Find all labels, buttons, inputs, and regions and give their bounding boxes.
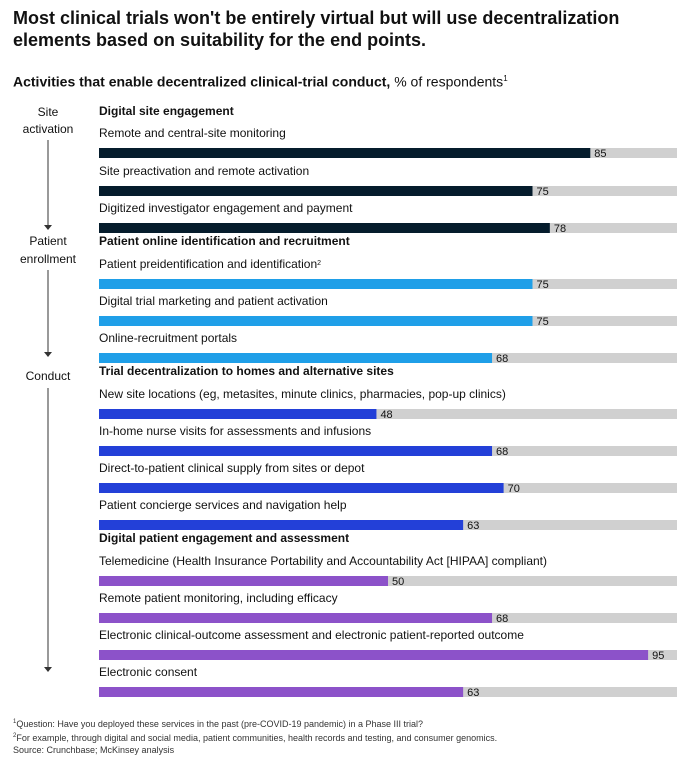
bar-value-label: 95 <box>652 650 664 662</box>
stage-label: Conduct <box>26 369 71 383</box>
bar-label: Digital trial marketing and patient acti… <box>99 294 328 308</box>
bar <box>99 520 464 530</box>
bar-value-label: 68 <box>496 613 508 625</box>
stage-label: activation <box>23 122 74 136</box>
bar-label: Direct-to-patient clinical supply from s… <box>99 461 365 475</box>
bar-value-label: 75 <box>537 316 549 328</box>
bar-label: Patient preidentification and identifica… <box>99 257 321 271</box>
bar <box>99 576 388 586</box>
bar <box>99 316 533 326</box>
bar-value-label: 68 <box>496 446 508 458</box>
bar-value-label: 70 <box>508 483 520 495</box>
bar-value-label: 48 <box>380 409 392 421</box>
bar-label: Remote and central-site monitoring <box>99 126 286 140</box>
bar <box>99 483 504 493</box>
footnote-2: 2For example, through digital and social… <box>13 733 498 743</box>
bar <box>99 353 493 363</box>
bar <box>99 687 464 697</box>
stage-arrow-head <box>44 352 52 357</box>
stage-label: enrollment <box>20 252 77 266</box>
subtitle-bold: Activities that enable decentralized cli… <box>13 73 391 90</box>
bar-value-label: 75 <box>537 186 549 198</box>
bar <box>99 148 591 158</box>
bar-label: New site locations (eg, metasites, minut… <box>99 387 506 401</box>
bar-value-label: 63 <box>467 687 479 699</box>
stage-label: Site <box>38 105 59 119</box>
group-heading: Digital patient engagement and assessmen… <box>99 531 349 545</box>
bar-value-label: 85 <box>594 148 606 160</box>
bar-value-label: 68 <box>496 353 508 365</box>
bar <box>99 650 649 660</box>
bar-value-label: 78 <box>554 223 566 235</box>
bar-chart: Digital site engagement Remote and centra… <box>20 104 677 699</box>
bar-label: Electronic clinical-outcome assessment a… <box>99 628 524 642</box>
group-heading: Patient online identification and recrui… <box>99 234 350 248</box>
bar-label: Telemedicine (Health Insurance Portabili… <box>99 554 547 568</box>
stage-arrow-head <box>44 667 52 672</box>
bar <box>99 223 550 233</box>
bar-label: Online-recruitment portals <box>99 331 237 345</box>
footnotes: 1Question: Have you deployed these servi… <box>13 716 693 756</box>
bar-label: Remote patient monitoring, including eff… <box>99 591 338 605</box>
bar-label: In-home nurse visits for assessments and… <box>99 424 371 438</box>
bar-value-label: 63 <box>467 520 479 532</box>
chart-subtitle: Activities that enable decentralized cli… <box>13 70 693 91</box>
bar <box>99 186 533 196</box>
bar <box>99 613 493 623</box>
bar-label: Site preactivation and remote activation <box>99 164 309 178</box>
bar-track <box>99 409 677 419</box>
group-heading: Digital site engagement <box>99 104 234 118</box>
stage-arrow-head <box>44 225 52 230</box>
stage-label: Patient <box>29 234 67 248</box>
bar <box>99 279 533 289</box>
bar-label: Electronic consent <box>99 665 198 679</box>
chart-title: Most clinical trials won't be entirely v… <box>13 8 620 50</box>
bar-value-label: 50 <box>392 576 404 588</box>
footnote-1: 1Question: Have you deployed these servi… <box>13 719 424 729</box>
source-note: Source: Crunchbase; McKinsey analysis <box>13 745 175 755</box>
bar-value-label: 75 <box>537 279 549 291</box>
subtitle-unit: % of respondents <box>390 73 504 90</box>
bar <box>99 446 493 456</box>
subtitle-footnote-marker: 1 <box>503 74 508 83</box>
group-heading: Trial decentralization to homes and alte… <box>99 364 394 378</box>
bar-label: Patient concierge services and navigatio… <box>99 498 347 512</box>
bar-label: Digitized investigator engagement and pa… <box>99 201 353 215</box>
bar <box>99 409 377 419</box>
